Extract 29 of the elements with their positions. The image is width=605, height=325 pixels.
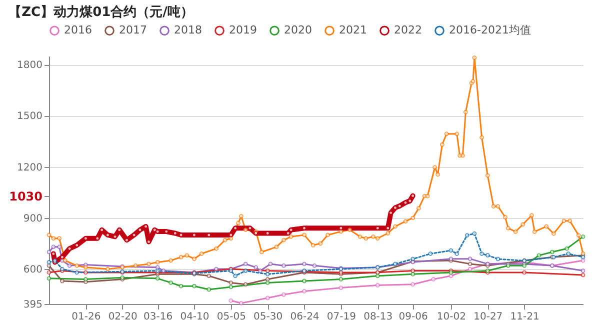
legend-label: 2021 xyxy=(339,24,367,37)
legend-label: 2020 xyxy=(284,24,312,37)
y-tick-label: 900 xyxy=(23,213,42,224)
x-tick-label: 03-16 xyxy=(144,312,173,322)
x-tick-label: 11-21 xyxy=(510,312,540,322)
legend-label: 2016 xyxy=(64,24,92,37)
legend-label: 2017 xyxy=(119,24,147,37)
y-tick-label: 1800 xyxy=(17,60,42,72)
x-tick-label: 07-19 xyxy=(326,312,356,322)
y-tick-label: 1500 xyxy=(17,111,42,122)
x-tick-label: 01-26 xyxy=(72,312,101,322)
chart-title: 【ZC】动力煤01合约（元/吨） xyxy=(8,4,194,20)
x-tick-label: 08-13 xyxy=(364,312,393,322)
y-tick-label: 600 xyxy=(23,264,42,276)
x-tick-label: 10-02 xyxy=(436,312,466,322)
y-tick-label: 395 xyxy=(23,300,42,310)
x-tick-label: 09-06 xyxy=(398,312,428,322)
legend-label: 2016-2021均值 xyxy=(449,24,531,37)
x-tick-label: 06-24 xyxy=(290,312,320,322)
legend-label: 2018 xyxy=(174,24,202,37)
x-tick-label: 10-27 xyxy=(474,312,503,322)
legend-label: 2022 xyxy=(394,24,422,37)
x-tick-label: 04-10 xyxy=(180,312,210,322)
y-tick-label: 1200 xyxy=(17,162,42,174)
x-tick-label: 05-30 xyxy=(254,312,283,322)
x-tick-label: 02-20 xyxy=(108,312,138,322)
x-tick-label: 05-05 xyxy=(216,312,246,322)
legend-label: 2019 xyxy=(229,24,257,37)
y-tick-label: 1030 xyxy=(9,189,42,204)
